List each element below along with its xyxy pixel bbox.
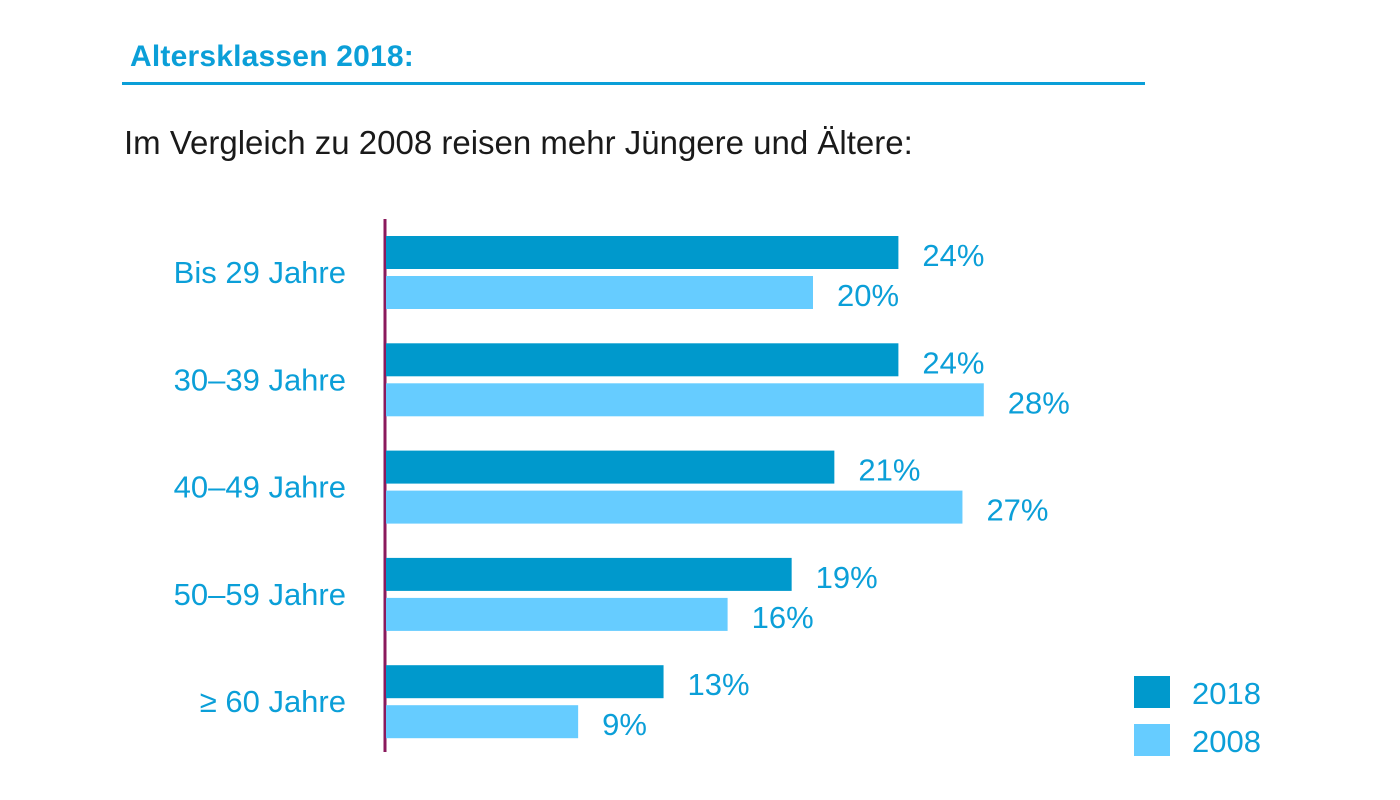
bar-2008-1 [386, 383, 984, 417]
legend-swatch-2018 [1134, 676, 1170, 708]
legend-label: 2018 [1192, 676, 1261, 711]
category-label: ≥ 60 Jahre [200, 684, 346, 719]
data-label: 13% [688, 667, 750, 702]
data-label: 20% [837, 278, 899, 313]
bar-2018-4 [386, 665, 664, 699]
bar-2018-1 [386, 343, 899, 377]
data-label: 21% [858, 453, 920, 488]
chart-subtitle: Im Vergleich zu 2008 reisen mehr Jüngere… [124, 124, 913, 161]
bar-2008-0 [386, 276, 813, 309]
category-label: Bis 29 Jahre [174, 255, 346, 290]
data-label: 24% [922, 345, 984, 380]
category-label: 30–39 Jahre [174, 362, 346, 397]
legend-swatch-2008 [1134, 724, 1170, 756]
data-label: 27% [986, 493, 1048, 528]
bar-2018-3 [386, 557, 792, 591]
bar-2018-0 [386, 236, 899, 269]
bar-2008-3 [386, 597, 728, 631]
data-label: 9% [602, 707, 647, 742]
data-label: 28% [1008, 385, 1070, 420]
data-label: 24% [922, 238, 984, 273]
bar-2008-4 [386, 705, 579, 739]
legend-label: 2008 [1192, 724, 1261, 759]
category-label: 40–49 Jahre [174, 470, 346, 505]
data-label: 19% [816, 560, 878, 595]
category-label: 50–59 Jahre [174, 577, 346, 612]
bar-2008-2 [386, 490, 963, 524]
chart-title: Altersklassen 2018: [130, 40, 414, 73]
data-label: 16% [752, 600, 814, 635]
bar-2018-2 [386, 450, 835, 484]
title-divider [122, 82, 1145, 85]
